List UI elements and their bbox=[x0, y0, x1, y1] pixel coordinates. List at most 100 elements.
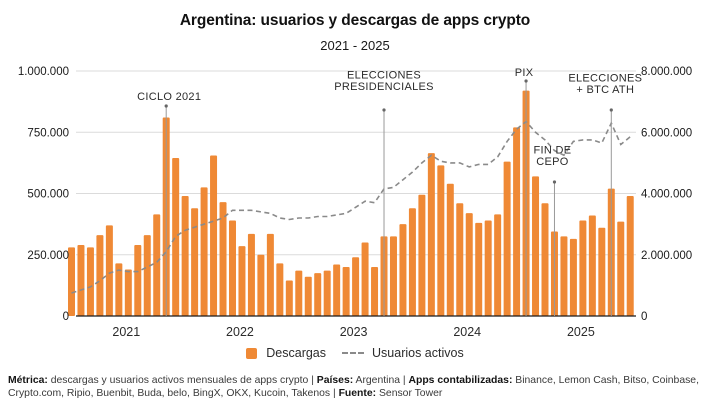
annotation-dot bbox=[524, 79, 528, 83]
annotation-dot bbox=[552, 180, 557, 184]
footer-label-3: Fuente: bbox=[338, 388, 377, 400]
footer-note: Métrica: descargas y usuarios activos me… bbox=[8, 374, 705, 401]
descargas-bar bbox=[494, 214, 502, 316]
descargas-bar bbox=[266, 233, 274, 316]
descargas-bar bbox=[626, 195, 634, 316]
descargas-bar bbox=[352, 257, 360, 316]
descargas-bar bbox=[295, 270, 303, 316]
descargas-bar bbox=[588, 215, 596, 316]
right-axis-tick: 6.000.000 bbox=[641, 127, 692, 139]
descargas-bar bbox=[68, 247, 75, 316]
legend-item-descargas: Descargas bbox=[246, 346, 326, 360]
annotation-label: FIN DE bbox=[534, 145, 572, 157]
descargas-bar bbox=[342, 267, 350, 316]
descargas-bar bbox=[96, 235, 104, 316]
descargas-bar bbox=[541, 203, 549, 316]
annotation-label: PRESIDENCIALES bbox=[334, 81, 434, 93]
descargas-bar bbox=[598, 227, 606, 316]
descargas-bar bbox=[418, 194, 426, 316]
descargas-bar bbox=[238, 246, 246, 316]
descargas-bar bbox=[191, 208, 199, 316]
descargas-bar bbox=[314, 273, 322, 316]
descargas-bar bbox=[569, 238, 577, 316]
usuarios-activos-line bbox=[71, 120, 631, 294]
legend-label-descargas: Descargas bbox=[266, 346, 327, 360]
left-axis-tick: 750.000 bbox=[27, 127, 69, 139]
descargas-bar bbox=[304, 276, 312, 316]
descargas-bar bbox=[228, 220, 236, 316]
descargas-bar bbox=[115, 263, 123, 316]
descargas-bar bbox=[276, 263, 284, 316]
right-axis-tick: 0 bbox=[641, 311, 647, 323]
footer-text-0: descargas y usuarios activos mensuales d… bbox=[47, 375, 317, 386]
descargas-bar bbox=[389, 236, 397, 316]
annotation-label: CEPO bbox=[536, 156, 569, 168]
descargas-bar bbox=[399, 224, 407, 316]
chart-title: Argentina: usuarios y descargas de apps … bbox=[179, 12, 531, 29]
left-axis-tick: 500.000 bbox=[27, 189, 69, 201]
year-label: 2025 bbox=[567, 325, 595, 339]
footer-text-3: Sensor Tower bbox=[376, 388, 443, 400]
footer-label-1: Países: bbox=[316, 375, 354, 386]
descargas-bar bbox=[333, 264, 341, 316]
annotation-label: ELECCIONES bbox=[347, 70, 421, 82]
descargas-bar bbox=[371, 267, 379, 316]
descargas-bar bbox=[86, 247, 94, 316]
descargas-bar bbox=[210, 155, 218, 316]
right-axis-tick: 2.000.000 bbox=[641, 250, 692, 262]
descargas-bar bbox=[437, 165, 445, 316]
annotation-label: + BTC ATH bbox=[576, 84, 634, 96]
descargas-bar bbox=[513, 127, 521, 316]
descargas-bar bbox=[446, 183, 454, 316]
legend-item-usuarios: Usuarios activos bbox=[342, 346, 464, 360]
descargas-bar bbox=[579, 220, 587, 316]
chart-subtitle: 2021 - 2025 bbox=[320, 38, 390, 53]
descargas-bar bbox=[456, 203, 464, 316]
descargas-bar bbox=[105, 225, 113, 316]
descargas-bar bbox=[427, 153, 435, 316]
annotation-dot bbox=[382, 108, 386, 112]
descargas-bar bbox=[124, 269, 132, 316]
left-axis-tick: 0 bbox=[63, 311, 69, 323]
right-axis-tick: 8.000.000 bbox=[641, 66, 692, 78]
year-label: 2022 bbox=[226, 325, 254, 339]
footer-text-2: Binance, Lemon Cash, Bitso, Coinbase, Cr… bbox=[8, 375, 699, 400]
annotation-label: ELECCIONES bbox=[568, 73, 642, 85]
descargas-bar bbox=[134, 244, 142, 316]
footer-label-0: Métrica: bbox=[8, 375, 48, 386]
descargas-bar bbox=[143, 235, 151, 316]
descargas-bar bbox=[285, 280, 293, 316]
descargas-bar bbox=[153, 214, 161, 316]
descargas-bar bbox=[475, 222, 483, 316]
descargas-bar bbox=[532, 176, 540, 316]
footer-text-1: Argentina | bbox=[353, 375, 409, 386]
descargas-bar bbox=[257, 254, 265, 316]
year-label: 2023 bbox=[340, 325, 368, 339]
descargas-bar bbox=[465, 213, 473, 316]
year-label: 2021 bbox=[112, 325, 140, 339]
descargas-bar bbox=[408, 208, 416, 316]
descargas-bar bbox=[200, 187, 208, 316]
descargas-bar bbox=[181, 195, 189, 316]
descargas-bar bbox=[361, 242, 369, 316]
annotation-dot bbox=[164, 104, 168, 108]
legend-label-usuarios: Usuarios activos bbox=[372, 346, 464, 360]
descargas-bar bbox=[219, 202, 227, 316]
left-axis-tick: 1.000.000 bbox=[18, 66, 69, 78]
annotation-label: CICLO 2021 bbox=[137, 91, 201, 103]
descargas-bar bbox=[77, 244, 85, 316]
descargas-bar bbox=[617, 221, 625, 316]
chart-svg: 0 250.000 500.000 750.000 1.000.000 0 2.000.00… bbox=[18, 66, 692, 339]
left-axis-tick: 250.000 bbox=[27, 250, 69, 262]
descargas-bar bbox=[247, 233, 255, 316]
annotation-label: PIX bbox=[515, 67, 534, 79]
usuarios-dashed-line-icon bbox=[342, 352, 365, 354]
descargas-bar bbox=[484, 220, 492, 316]
descargas-bar bbox=[172, 157, 180, 316]
footer-label-2: Apps contabilizadas: bbox=[408, 375, 513, 386]
right-axis-tick: 4.000.000 bbox=[641, 189, 692, 201]
descargas-bar bbox=[503, 161, 511, 316]
descargas-bar bbox=[323, 270, 331, 316]
descargas-bar bbox=[560, 236, 568, 316]
